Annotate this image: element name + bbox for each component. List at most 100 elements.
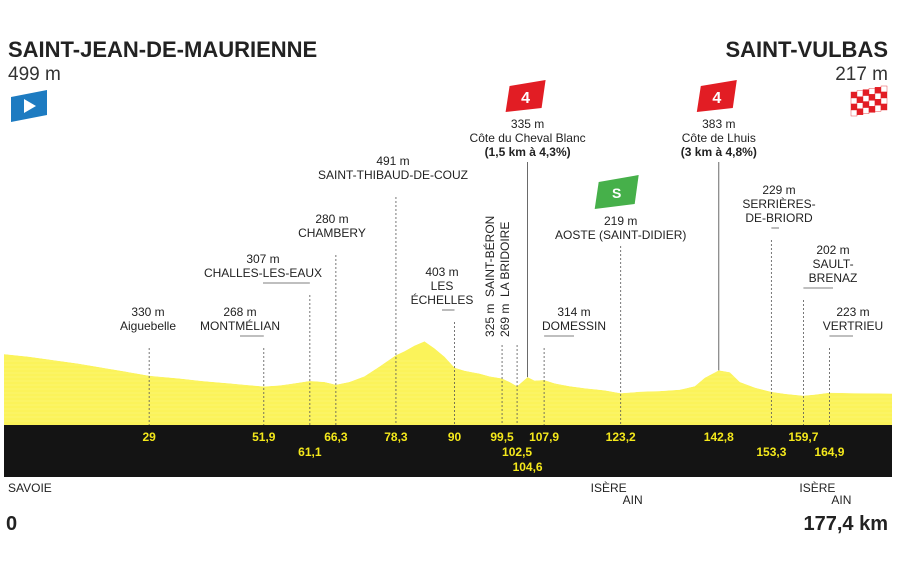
finish-city: SAINT-VULBAS bbox=[725, 37, 888, 62]
region-from: ISÈRE bbox=[591, 480, 627, 495]
flag-square bbox=[850, 103, 858, 111]
waypoint-altitude: 269 m bbox=[498, 304, 512, 337]
flag-square bbox=[874, 92, 882, 100]
flag-square bbox=[874, 98, 882, 106]
climb-category-badge: 4 bbox=[505, 80, 546, 112]
flag-square bbox=[862, 89, 870, 96]
flag-square bbox=[856, 96, 864, 104]
flag-square bbox=[856, 108, 864, 116]
region-from: ISÈRE bbox=[799, 480, 835, 495]
finish-altitude: 217 m bbox=[835, 64, 888, 85]
waypoint-km: 78,3 bbox=[384, 430, 408, 444]
waypoint-altitude: 330 m bbox=[131, 305, 164, 319]
waypoint-altitude: 280 m bbox=[315, 212, 348, 226]
waypoint-name: SAINT-BÉRON bbox=[482, 216, 497, 297]
flag-square bbox=[868, 106, 876, 113]
waypoint-name-line: ÉCHELLES bbox=[411, 292, 474, 307]
sprint-altitude: 219 m bbox=[604, 214, 637, 228]
waypoint-km: 164,9 bbox=[814, 445, 844, 459]
climb-category: 4 bbox=[712, 90, 721, 107]
flag-square bbox=[850, 109, 858, 117]
waypoint-altitude: 491 m bbox=[376, 154, 409, 168]
profile-sky bbox=[4, 340, 892, 396]
region-to: AIN bbox=[831, 493, 851, 507]
climb-altitude: 383 m bbox=[702, 117, 735, 131]
distance-start: 0 bbox=[6, 513, 17, 535]
flag-square bbox=[862, 101, 870, 108]
waypoint-name: SAINT-THIBAUD-DE-COUZ bbox=[318, 168, 468, 182]
waypoint-altitude: 307 m bbox=[246, 252, 279, 266]
waypoint-vertical-label: 269 m LA BRIDOIRE bbox=[498, 222, 512, 337]
distance-band-rect bbox=[4, 425, 892, 477]
sprint-name: AOSTE (SAINT-DIDIER) bbox=[555, 228, 686, 242]
waypoint-vertical-label: 325 m SAINT-BÉRON bbox=[482, 216, 497, 337]
waypoint-name-line: SERRIÈRES- bbox=[742, 196, 815, 211]
waypoint-name: Aiguebelle bbox=[120, 319, 176, 333]
waypoint-name: DOMESSIN bbox=[542, 319, 606, 333]
waypoint-name: LA BRIDOIRE bbox=[498, 222, 512, 297]
waypoint-name: CHAMBERY bbox=[298, 226, 366, 240]
sprint-label: S bbox=[612, 185, 621, 201]
climb-name: Côte du Cheval Blanc bbox=[470, 131, 586, 145]
flag-square bbox=[868, 94, 876, 101]
waypoint-km: 102,5 bbox=[502, 445, 532, 459]
sprint-badge-icon bbox=[594, 175, 639, 209]
flag-square bbox=[880, 97, 888, 105]
distance-band bbox=[4, 425, 892, 477]
waypoint-altitude: 403 m bbox=[425, 265, 458, 279]
waypoint-name-line: DE-BRIORD bbox=[745, 211, 813, 225]
climb-category-badge: 4 bbox=[696, 80, 737, 112]
flag-square bbox=[850, 91, 858, 99]
waypoint-name: MONTMÉLIAN bbox=[200, 318, 280, 333]
waypoint-km: 159,7 bbox=[788, 430, 818, 444]
waypoint-km: 153,3 bbox=[756, 445, 786, 459]
start-flag-icon bbox=[11, 90, 47, 122]
waypoint-name-line: BRENAZ bbox=[809, 271, 858, 285]
flag-square bbox=[874, 104, 882, 112]
waypoint-km: 123,2 bbox=[606, 430, 636, 444]
waypoint-name: CHALLES-LES-EAUX bbox=[204, 266, 322, 280]
climb-category: 4 bbox=[521, 90, 530, 107]
flag-square bbox=[850, 97, 858, 105]
flag-square bbox=[862, 95, 870, 102]
elevation-profile bbox=[4, 340, 892, 425]
flag-square bbox=[862, 107, 870, 114]
climb-details: (1,5 km à 4,3%) bbox=[485, 145, 571, 159]
waypoint-km: 142,8 bbox=[704, 430, 734, 444]
waypoint-altitude: 268 m bbox=[223, 305, 256, 319]
flag-square bbox=[880, 103, 888, 111]
flag-square bbox=[874, 86, 882, 94]
waypoint-altitude: 229 m bbox=[762, 183, 795, 197]
waypoint-km: 99,5 bbox=[490, 430, 514, 444]
waypoint-km: 51,9 bbox=[252, 430, 276, 444]
flag-square bbox=[868, 100, 876, 107]
climb-badge-shape bbox=[505, 80, 546, 112]
flag-square bbox=[856, 102, 864, 110]
climb-details: (3 km à 4,8%) bbox=[681, 145, 757, 159]
start-altitude: 499 m bbox=[8, 64, 61, 85]
checkered-flag-icon bbox=[850, 85, 888, 117]
waypoint-km: 61,1 bbox=[298, 445, 322, 459]
flag-square bbox=[856, 90, 864, 98]
waypoint-name: VERTRIEU bbox=[823, 319, 883, 333]
waypoint-altitude: 223 m bbox=[836, 305, 869, 319]
climb-name: Côte de Lhuis bbox=[682, 131, 756, 145]
profile-area bbox=[4, 341, 892, 425]
climb-altitude: 335 m bbox=[511, 117, 544, 131]
waypoint-km: 104,6 bbox=[513, 460, 543, 474]
waypoint-km: 107,9 bbox=[529, 430, 559, 444]
flag-square bbox=[868, 88, 876, 95]
waypoint-altitude: 325 m bbox=[483, 304, 497, 337]
region-to: AIN bbox=[623, 493, 643, 507]
waypoint-km: 90 bbox=[448, 430, 462, 444]
region-left: SAVOIE bbox=[8, 481, 52, 495]
waypoint-altitude: 202 m bbox=[816, 243, 849, 257]
waypoint-name-line: SAULT- bbox=[812, 257, 853, 271]
climb-badge-shape bbox=[696, 80, 737, 112]
waypoint-km: 66,3 bbox=[324, 430, 348, 444]
